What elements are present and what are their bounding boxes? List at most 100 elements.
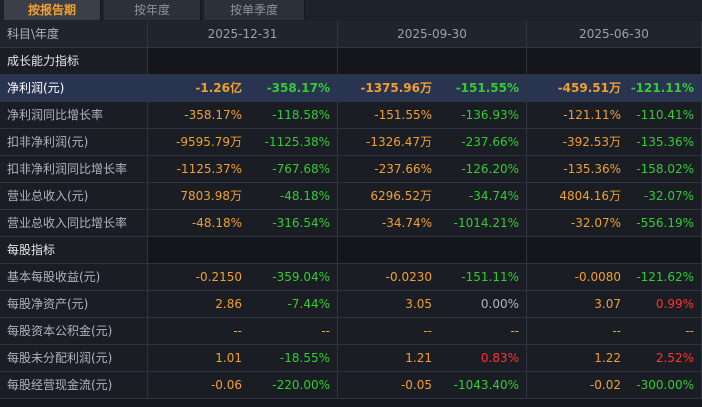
data-cell: -121.11% -110.41% bbox=[527, 102, 702, 128]
data-cell: 3.05 0.00% bbox=[338, 291, 527, 317]
tab[interactable]: 按单季度 bbox=[204, 0, 305, 20]
row-label: 每股指标 bbox=[0, 237, 148, 263]
value: 6296.52万 bbox=[370, 189, 432, 203]
data-row: 每股净资产(元) 2.86 -7.44% 3.05 0.00% 3.07 0.99% bbox=[0, 291, 702, 318]
value: -121.11% bbox=[563, 108, 621, 122]
data-cell: -0.2150 -359.04% bbox=[148, 264, 338, 290]
data-cell: -48.18% -316.54% bbox=[148, 210, 338, 236]
value: -459.51万 bbox=[557, 81, 621, 95]
value: -48.18% bbox=[191, 216, 242, 230]
data-row: 每股经营现金流(元) -0.06 -220.00% -0.05 -1043.40% -0.… bbox=[0, 372, 702, 399]
data-cell: -1326.47万 -237.66% bbox=[338, 129, 527, 155]
value: -358.17% bbox=[184, 108, 242, 122]
data-cell bbox=[338, 48, 527, 74]
value: -1375.96万 bbox=[360, 81, 432, 95]
data-cell bbox=[527, 237, 702, 263]
value: -0.0230 bbox=[385, 270, 432, 284]
change: -1043.40% bbox=[453, 378, 519, 392]
data-cell: -392.53万 -135.36% bbox=[527, 129, 702, 155]
header-cell: 2025-06-30 bbox=[527, 21, 702, 47]
value: -9595.79万 bbox=[176, 135, 242, 149]
change: -121.11% bbox=[630, 81, 694, 95]
change: -121.62% bbox=[636, 270, 694, 284]
data-cell bbox=[338, 237, 527, 263]
data-cell: 4804.16万 -32.07% bbox=[527, 183, 702, 209]
value: -0.02 bbox=[589, 378, 621, 392]
data-row: 基本每股收益(元) -0.2150 -359.04% -0.0230 -151.11% -… bbox=[0, 264, 702, 291]
change: -359.04% bbox=[272, 270, 330, 284]
value: -- bbox=[233, 324, 242, 338]
change: -- bbox=[510, 324, 519, 338]
data-row: 净利润(元) -1.26亿 -358.17% -1375.96万 -151.55% -45… bbox=[0, 75, 702, 102]
row-label: 每股未分配利润(元) bbox=[0, 345, 148, 371]
change: -767.68% bbox=[272, 162, 330, 176]
value: 3.05 bbox=[405, 297, 432, 311]
value: -0.2150 bbox=[195, 270, 242, 284]
change: -34.74% bbox=[468, 189, 519, 203]
change: 0.83% bbox=[480, 351, 519, 365]
header-cell: 2025-09-30 bbox=[338, 21, 527, 47]
value: -1326.47万 bbox=[366, 135, 432, 149]
data-cell: -0.05 -1043.40% bbox=[338, 372, 527, 398]
value: -151.55% bbox=[374, 108, 432, 122]
change: -32.07% bbox=[643, 189, 694, 203]
row-label: 每股资本公积金(元) bbox=[0, 318, 148, 344]
data-row: 营业总收入(元) 7803.98万 -48.18% 6296.52万 -34.74% 48… bbox=[0, 183, 702, 210]
value: -1.26亿 bbox=[195, 81, 242, 95]
data-cell: -0.02 -300.00% bbox=[527, 372, 702, 398]
row-label: 每股经营现金流(元) bbox=[0, 372, 148, 398]
data-cell: 7803.98万 -48.18% bbox=[148, 183, 338, 209]
data-cell: 3.07 0.99% bbox=[527, 291, 702, 317]
data-cell: 2.86 -7.44% bbox=[148, 291, 338, 317]
row-label: 净利润同比增长率 bbox=[0, 102, 148, 128]
data-cell bbox=[148, 237, 338, 263]
section-row: 每股指标 bbox=[0, 237, 702, 264]
data-cell: -- -- bbox=[148, 318, 338, 344]
data-cell: -151.55% -136.93% bbox=[338, 102, 527, 128]
change: -556.19% bbox=[636, 216, 694, 230]
value: 3.07 bbox=[594, 297, 621, 311]
data-cell: -9595.79万 -1125.38% bbox=[148, 129, 338, 155]
change: -7.44% bbox=[287, 297, 330, 311]
data-cell: 6296.52万 -34.74% bbox=[338, 183, 527, 209]
row-label: 扣非净利润同比增长率 bbox=[0, 156, 148, 182]
change: -126.20% bbox=[461, 162, 519, 176]
change: -237.66% bbox=[461, 135, 519, 149]
header-row: 科目\年度 2025-12-31 2025-09-30 2025-06-30 bbox=[0, 21, 702, 48]
data-cell: 1.22 2.52% bbox=[527, 345, 702, 371]
data-row: 每股未分配利润(元) 1.01 -18.55% 1.21 0.83% 1.22 2.52% bbox=[0, 345, 702, 372]
row-label: 成长能力指标 bbox=[0, 48, 148, 74]
section-row: 成长能力指标 bbox=[0, 48, 702, 75]
change: -151.55% bbox=[455, 81, 519, 95]
tab[interactable]: 按报告期 bbox=[4, 0, 101, 20]
value: -0.0080 bbox=[574, 270, 621, 284]
value: -237.66% bbox=[374, 162, 432, 176]
change: -316.54% bbox=[272, 216, 330, 230]
tab[interactable]: 按年度 bbox=[104, 0, 201, 20]
value: -32.07% bbox=[570, 216, 621, 230]
change: -135.36% bbox=[636, 135, 694, 149]
value: 1.21 bbox=[405, 351, 432, 365]
change: -1014.21% bbox=[453, 216, 519, 230]
data-cell: -459.51万 -121.11% bbox=[527, 75, 702, 101]
row-label: 营业总收入同比增长率 bbox=[0, 210, 148, 236]
change: -300.00% bbox=[636, 378, 694, 392]
change: -18.55% bbox=[279, 351, 330, 365]
data-cell: -135.36% -158.02% bbox=[527, 156, 702, 182]
change: 0.00% bbox=[480, 297, 519, 311]
value: 4804.16万 bbox=[559, 189, 621, 203]
data-cell: -34.74% -1014.21% bbox=[338, 210, 527, 236]
data-cell: -0.06 -220.00% bbox=[148, 372, 338, 398]
change: 2.52% bbox=[655, 351, 694, 365]
header-cell: 2025-12-31 bbox=[148, 21, 338, 47]
change: -358.17% bbox=[266, 81, 330, 95]
value: -- bbox=[612, 324, 621, 338]
row-label: 扣非净利润(元) bbox=[0, 129, 148, 155]
change: -48.18% bbox=[279, 189, 330, 203]
change: -110.41% bbox=[636, 108, 694, 122]
value: 7803.98万 bbox=[180, 189, 242, 203]
data-row: 扣非净利润(元) -9595.79万 -1125.38% -1326.47万 -237.… bbox=[0, 129, 702, 156]
change: -136.93% bbox=[461, 108, 519, 122]
value: 1.01 bbox=[215, 351, 242, 365]
